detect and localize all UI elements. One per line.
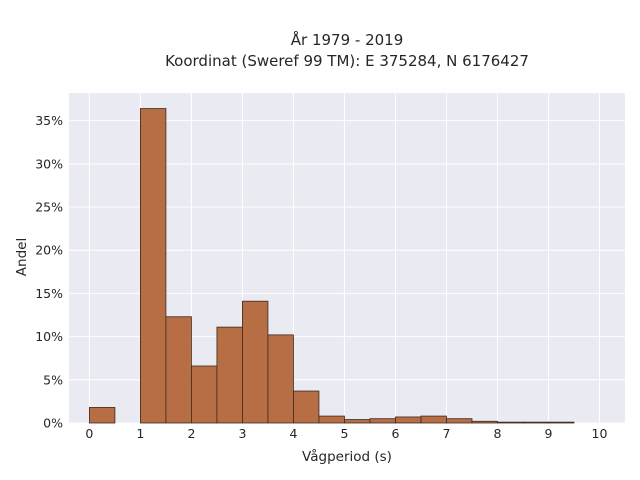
grid-lines <box>69 93 625 424</box>
histogram-bar <box>548 421 575 424</box>
histogram-bar <box>344 419 371 424</box>
histogram-bar <box>497 421 524 424</box>
y-axis-label: Andel <box>14 238 30 276</box>
y-tick-label: 5% <box>43 372 63 387</box>
x-tick-label: 7 <box>442 426 450 441</box>
histogram-bar <box>267 334 294 424</box>
x-axis-label: Vågperiod (s) <box>302 448 392 465</box>
y-tick-label: 30% <box>35 156 63 171</box>
histogram-bar <box>216 326 243 424</box>
chart-subtitle: Koordinat (Sweref 99 TM): E 375284, N 61… <box>165 52 529 70</box>
histogram-bar <box>318 415 345 424</box>
x-tick-label: 0 <box>85 426 93 441</box>
histogram-bar <box>89 407 116 424</box>
x-tick-label: 9 <box>545 426 553 441</box>
histogram-bar <box>369 418 396 424</box>
y-tick-label: 0% <box>43 416 63 431</box>
histogram-bar <box>522 421 549 424</box>
y-tick-label: 25% <box>35 200 63 215</box>
histogram-bar <box>191 365 218 424</box>
x-tick-label: 2 <box>187 426 195 441</box>
x-tick-label: 4 <box>289 426 297 441</box>
y-tick-label: 35% <box>35 113 63 128</box>
bars <box>89 108 575 424</box>
x-tick-label: 1 <box>136 426 144 441</box>
histogram-bar <box>471 420 498 424</box>
x-tick-label: 10 <box>592 426 608 441</box>
y-tick-label: 10% <box>35 329 63 344</box>
histogram-bar <box>420 415 447 424</box>
x-tick-label: 5 <box>340 426 348 441</box>
histogram-bar <box>242 300 269 424</box>
y-tick-label: 20% <box>35 243 63 258</box>
histogram-bar <box>446 418 473 424</box>
histogram-bar <box>165 316 192 424</box>
x-tick-label: 6 <box>391 426 399 441</box>
x-tick-label: 3 <box>238 426 246 441</box>
x-tick-label: 8 <box>494 426 502 441</box>
chart-title: År 1979 - 2019 <box>291 30 404 49</box>
y-tick-label: 15% <box>35 286 63 301</box>
x-axis-ticks: 0 1 2 3 4 5 6 7 8 9 10 <box>85 426 607 441</box>
histogram-bar <box>395 416 422 424</box>
y-axis-ticks: 0% 5% 10% 15% 20% 25% 30% 35% <box>35 113 63 430</box>
histogram-bar <box>293 390 320 424</box>
histogram-bar <box>140 108 167 424</box>
